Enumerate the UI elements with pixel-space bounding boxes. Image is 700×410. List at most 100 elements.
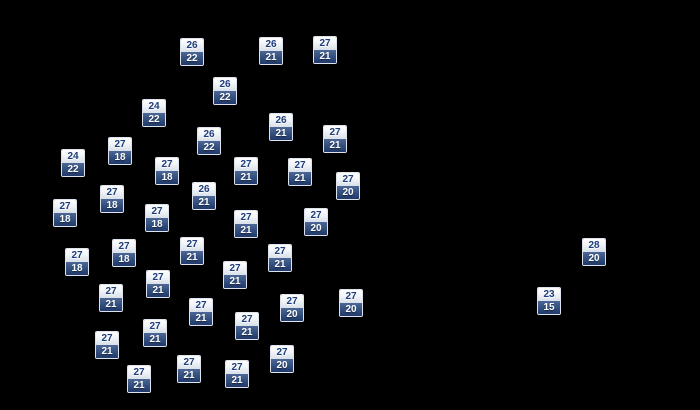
- temp-low: 20: [583, 252, 605, 265]
- temp-low: 18: [66, 262, 88, 275]
- temp-low: 21: [236, 326, 258, 339]
- temp-label[interactable]: 27 21: [95, 331, 119, 359]
- temp-high: 27: [66, 249, 88, 262]
- temp-high: 23: [538, 288, 560, 301]
- temp-label[interactable]: 27 21: [143, 319, 167, 347]
- temp-low: 21: [260, 51, 282, 64]
- temp-label[interactable]: 26 21: [259, 37, 283, 65]
- temp-label[interactable]: 27 20: [304, 208, 328, 236]
- temp-low: 21: [178, 369, 200, 382]
- temp-low: 22: [143, 113, 165, 126]
- temp-low: 21: [270, 127, 292, 140]
- temp-high: 27: [269, 245, 291, 258]
- temp-low: 18: [146, 218, 168, 231]
- temp-label[interactable]: 27 18: [108, 137, 132, 165]
- temp-low: 18: [113, 253, 135, 266]
- temp-label[interactable]: 27 21: [288, 158, 312, 186]
- temp-low: 18: [101, 199, 123, 212]
- temp-label[interactable]: 26 21: [269, 113, 293, 141]
- temp-low: 20: [305, 222, 327, 235]
- temp-high: 27: [190, 299, 212, 312]
- temp-label[interactable]: 27 20: [280, 294, 304, 322]
- temp-low: 21: [144, 333, 166, 346]
- temp-label[interactable]: 27 18: [145, 204, 169, 232]
- temp-low: 18: [109, 151, 131, 164]
- temp-low: 18: [156, 171, 178, 184]
- temp-high: 27: [289, 159, 311, 172]
- temp-high: 27: [340, 290, 362, 303]
- temp-high: 24: [62, 150, 84, 163]
- temp-high: 26: [193, 183, 215, 196]
- temp-label[interactable]: 27 21: [189, 298, 213, 326]
- temp-label[interactable]: 27 21: [99, 284, 123, 312]
- temp-high: 27: [281, 295, 303, 308]
- temp-label[interactable]: 28 20: [582, 238, 606, 266]
- temp-label[interactable]: 27 18: [100, 185, 124, 213]
- temp-high: 27: [147, 271, 169, 284]
- temp-label[interactable]: 23 15: [537, 287, 561, 315]
- temp-label[interactable]: 24 22: [142, 99, 166, 127]
- temp-high: 26: [214, 78, 236, 91]
- temp-high: 27: [314, 37, 336, 50]
- temp-high: 27: [100, 285, 122, 298]
- temp-label[interactable]: 24 22: [61, 149, 85, 177]
- temp-low: 21: [100, 298, 122, 311]
- temp-low: 21: [96, 345, 118, 358]
- temp-low: 22: [214, 91, 236, 104]
- temp-high: 27: [101, 186, 123, 199]
- temp-high: 28: [583, 239, 605, 252]
- temp-label[interactable]: 27 21: [235, 312, 259, 340]
- temp-label[interactable]: 27 21: [127, 365, 151, 393]
- temp-high: 27: [235, 211, 257, 224]
- temp-label[interactable]: 27 21: [225, 360, 249, 388]
- temp-high: 27: [324, 126, 346, 139]
- temp-high: 27: [181, 238, 203, 251]
- temp-high: 24: [143, 100, 165, 113]
- temp-label[interactable]: 27 18: [155, 157, 179, 185]
- temp-low: 20: [340, 303, 362, 316]
- temp-label[interactable]: 27 21: [313, 36, 337, 64]
- temp-low: 22: [198, 141, 220, 154]
- temp-label[interactable]: 27 21: [234, 157, 258, 185]
- temp-label[interactable]: 27 21: [323, 125, 347, 153]
- temp-low: 18: [54, 213, 76, 226]
- temp-high: 27: [224, 262, 246, 275]
- temp-low: 21: [324, 139, 346, 152]
- temp-label[interactable]: 26 22: [180, 38, 204, 66]
- temp-label[interactable]: 27 21: [177, 355, 201, 383]
- temp-high: 26: [260, 38, 282, 51]
- temp-high: 27: [226, 361, 248, 374]
- temp-low: 21: [314, 50, 336, 63]
- temp-low: 15: [538, 301, 560, 314]
- temp-high: 27: [235, 158, 257, 171]
- temp-label[interactable]: 27 20: [339, 289, 363, 317]
- temp-high: 27: [156, 158, 178, 171]
- temp-low: 21: [269, 258, 291, 271]
- temp-low: 21: [190, 312, 212, 325]
- temp-label[interactable]: 27 21: [146, 270, 170, 298]
- temp-high: 27: [109, 138, 131, 151]
- temp-label[interactable]: 27 18: [65, 248, 89, 276]
- temp-label[interactable]: 27 21: [268, 244, 292, 272]
- temp-high: 26: [270, 114, 292, 127]
- temp-low: 20: [271, 359, 293, 372]
- temp-low: 20: [337, 186, 359, 199]
- temp-label[interactable]: 27 21: [234, 210, 258, 238]
- temp-low: 21: [193, 196, 215, 209]
- temp-label[interactable]: 26 22: [197, 127, 221, 155]
- temp-label[interactable]: 27 21: [223, 261, 247, 289]
- temp-label[interactable]: 27 21: [180, 237, 204, 265]
- temp-label[interactable]: 27 20: [336, 172, 360, 200]
- temp-high: 27: [236, 313, 258, 326]
- temp-label[interactable]: 26 22: [213, 77, 237, 105]
- temp-high: 26: [181, 39, 203, 52]
- temp-label[interactable]: 27 20: [270, 345, 294, 373]
- temp-high: 27: [54, 200, 76, 213]
- temp-label[interactable]: 27 18: [53, 199, 77, 227]
- temp-label[interactable]: 26 21: [192, 182, 216, 210]
- temp-high: 27: [178, 356, 200, 369]
- temp-label[interactable]: 27 18: [112, 239, 136, 267]
- temp-low: 20: [281, 308, 303, 321]
- temp-low: 21: [128, 379, 150, 392]
